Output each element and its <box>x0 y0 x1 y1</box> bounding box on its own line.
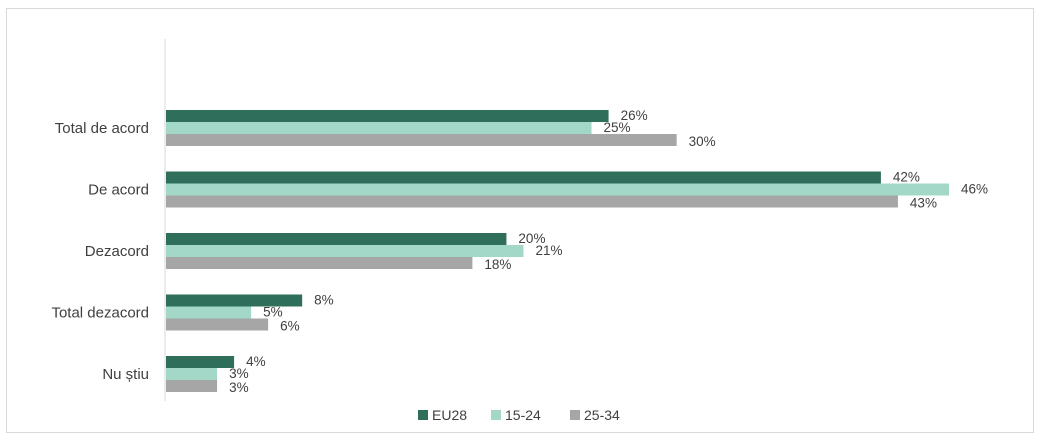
bar-15-24 <box>166 183 949 196</box>
bar-eu28 <box>166 294 303 307</box>
data-label: 20% <box>518 231 545 246</box>
bar-eu28 <box>166 233 507 245</box>
data-label: 21% <box>535 243 562 258</box>
data-label: 42% <box>893 170 920 185</box>
legend-label: 15-24 <box>505 407 541 423</box>
data-label: 4% <box>246 354 266 369</box>
data-label: 3% <box>229 366 249 381</box>
bar-25-34 <box>166 318 269 331</box>
data-label: 3% <box>229 380 249 395</box>
legend-swatch-15-24 <box>491 410 501 420</box>
category-label: De acord <box>88 182 149 199</box>
legend-swatch-eu28 <box>418 410 428 420</box>
data-label: 8% <box>314 293 334 308</box>
category-label: Dezacord <box>85 243 149 260</box>
bar-chart: Total de acord 26%25% 30% De acord 42% 46% 43%… <box>51 39 988 423</box>
data-label: 6% <box>280 319 300 334</box>
data-label: 46% <box>961 182 988 197</box>
legend-label: EU28 <box>432 407 467 423</box>
data-label: 43% <box>910 196 937 211</box>
bar-15-24 <box>166 306 252 319</box>
legend-swatch-25-34 <box>570 410 580 420</box>
bar-15-24 <box>166 122 592 134</box>
data-label: 26% <box>621 108 648 123</box>
category-label: Total de acord <box>55 120 149 137</box>
bar-25-34 <box>166 195 898 208</box>
chart-frame: Total de acord 26% 25% 30% De acord 42% 46% 43%… <box>6 8 1034 433</box>
bar-25-34 <box>166 134 677 146</box>
legend-label: 25-34 <box>584 407 620 423</box>
category-label: Nu știu <box>102 366 149 383</box>
data-label: 30% <box>689 134 716 149</box>
data-label: 25% <box>604 120 631 135</box>
data-label: 5% <box>263 305 283 320</box>
bar-25-34 <box>166 380 218 392</box>
bar-eu28 <box>166 110 609 122</box>
bar-eu28 <box>166 356 235 368</box>
bar-15-24 <box>166 368 218 380</box>
category-label: Total dezacord <box>51 305 149 322</box>
data-label: 18% <box>484 257 511 272</box>
bar-25-34 <box>166 257 473 269</box>
bar-15-24 <box>166 245 524 257</box>
bar-eu28 <box>166 171 881 184</box>
